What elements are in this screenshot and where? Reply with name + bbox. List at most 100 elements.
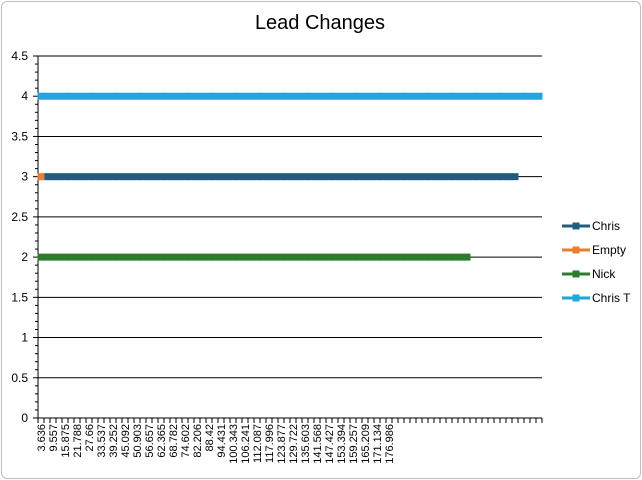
- data-point: [361, 92, 369, 100]
- data-point: [373, 173, 381, 181]
- x-tick-label: 153.394: [336, 424, 348, 464]
- data-point: [433, 253, 441, 261]
- data-point: [265, 253, 273, 261]
- data-point: [433, 173, 441, 181]
- data-point: [361, 173, 369, 181]
- data-point: [349, 92, 357, 100]
- series-group: [37, 92, 543, 261]
- data-point: [457, 173, 465, 181]
- data-point: [517, 92, 525, 100]
- gridlines: [38, 55, 542, 379]
- data-point: [337, 92, 345, 100]
- data-point: [343, 173, 351, 181]
- series-empty: [37, 173, 45, 181]
- data-point: [127, 253, 135, 261]
- data-point: [451, 92, 459, 100]
- data-point: [397, 173, 405, 181]
- data-point: [463, 92, 471, 100]
- data-point: [259, 92, 267, 100]
- data-point: [169, 253, 177, 261]
- data-point: [325, 253, 333, 261]
- data-point: [331, 92, 339, 100]
- data-point: [205, 92, 213, 100]
- data-point: [97, 92, 105, 100]
- data-point: [217, 253, 225, 261]
- data-point: [37, 253, 45, 261]
- data-point: [343, 253, 351, 261]
- x-tick-label: 45.092: [120, 424, 132, 458]
- data-point: [115, 253, 123, 261]
- legend-item-nick: Nick: [562, 267, 616, 281]
- data-point: [301, 253, 309, 261]
- data-point: [379, 92, 387, 100]
- data-point: [55, 173, 63, 181]
- data-point: [403, 92, 411, 100]
- data-point: [355, 92, 363, 100]
- x-tick-label: 94.431: [216, 424, 228, 458]
- data-point: [235, 92, 243, 100]
- data-point: [157, 253, 165, 261]
- data-point: [307, 253, 315, 261]
- y-tick-label: 3.5: [11, 129, 28, 143]
- data-point: [181, 253, 189, 261]
- data-point: [73, 92, 81, 100]
- data-point: [151, 92, 159, 100]
- data-point: [457, 253, 465, 261]
- data-point: [193, 92, 201, 100]
- data-point: [199, 173, 207, 181]
- data-point: [325, 92, 333, 100]
- data-point: [247, 253, 255, 261]
- data-point: [367, 173, 375, 181]
- data-point: [271, 253, 279, 261]
- data-point: [223, 253, 231, 261]
- x-tick-label: 27.66: [84, 424, 96, 452]
- data-point: [331, 253, 339, 261]
- x-tick-label: 171.134: [372, 424, 384, 464]
- data-point: [277, 173, 285, 181]
- data-point: [451, 253, 459, 261]
- data-point: [79, 173, 87, 181]
- data-point: [217, 92, 225, 100]
- data-point: [289, 173, 297, 181]
- data-point: [319, 253, 327, 261]
- data-point: [445, 253, 453, 261]
- data-point: [97, 173, 105, 181]
- data-point: [133, 173, 141, 181]
- data-point: [253, 92, 261, 100]
- data-point: [241, 173, 249, 181]
- data-point: [247, 173, 255, 181]
- data-point: [475, 92, 483, 100]
- data-point: [115, 92, 123, 100]
- data-point: [409, 92, 417, 100]
- data-point: [343, 92, 351, 100]
- data-point: [79, 92, 87, 100]
- legend-item-empty: Empty: [562, 243, 626, 257]
- data-point: [415, 253, 423, 261]
- data-point: [169, 173, 177, 181]
- x-tick-label: 9.557: [48, 424, 60, 452]
- data-point: [223, 173, 231, 181]
- data-point: [151, 173, 159, 181]
- data-point: [421, 253, 429, 261]
- data-point: [355, 253, 363, 261]
- x-tick-label: 147.427: [324, 424, 336, 464]
- data-point: [331, 173, 339, 181]
- data-point: [73, 253, 81, 261]
- data-point: [211, 173, 219, 181]
- data-point: [55, 253, 63, 261]
- data-point: [211, 253, 219, 261]
- y-tick-label: 3: [21, 170, 28, 184]
- x-tick-label: 117.996: [264, 424, 276, 463]
- y-tick-label: 0.5: [11, 371, 28, 385]
- data-point: [163, 92, 171, 100]
- data-point: [97, 253, 105, 261]
- data-point: [379, 173, 387, 181]
- data-point: [307, 92, 315, 100]
- data-point: [295, 92, 303, 100]
- data-point: [505, 173, 513, 181]
- legend-label: Empty: [592, 243, 626, 257]
- data-point: [265, 173, 273, 181]
- data-point: [85, 92, 93, 100]
- legend-label: Nick: [592, 267, 616, 281]
